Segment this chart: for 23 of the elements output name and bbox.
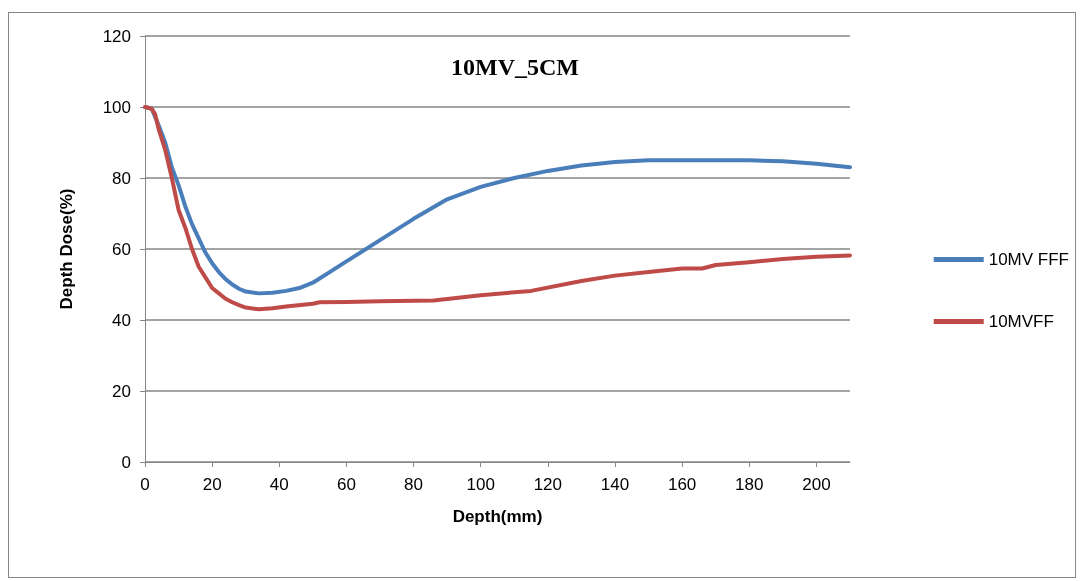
y-tick-label: 20 — [112, 381, 131, 401]
x-tick-label: 60 — [336, 475, 356, 494]
x-tick-label: 80 — [404, 475, 424, 494]
x-tick-label: 40 — [269, 475, 289, 494]
y-tick-label: 0 — [121, 452, 131, 472]
y-tick-label: 40 — [112, 310, 131, 330]
legend-label: 10MVFF — [988, 312, 1054, 331]
y-axis-title: Depth Dose(%) — [57, 188, 76, 310]
x-tick-label: 100 — [466, 475, 495, 494]
x-axis-title: Depth(mm) — [452, 507, 543, 526]
x-tick-label: 200 — [802, 475, 831, 494]
y-tick-label: 120 — [102, 26, 131, 46]
x-tick-label: 20 — [202, 475, 222, 494]
x-tick-label: 0 — [140, 475, 150, 494]
x-tick-label: 180 — [735, 475, 764, 494]
x-tick-label: 120 — [533, 475, 563, 494]
y-tick-label: 100 — [102, 97, 131, 117]
text: 10MV_5CM — [451, 54, 579, 80]
x-tick-label: 160 — [667, 475, 697, 494]
x-tick-label: 140 — [600, 475, 630, 494]
y-tick-label: 60 — [112, 239, 131, 259]
legend-label: 10MV FFF — [988, 250, 1070, 269]
y-tick-label: 80 — [112, 168, 131, 188]
